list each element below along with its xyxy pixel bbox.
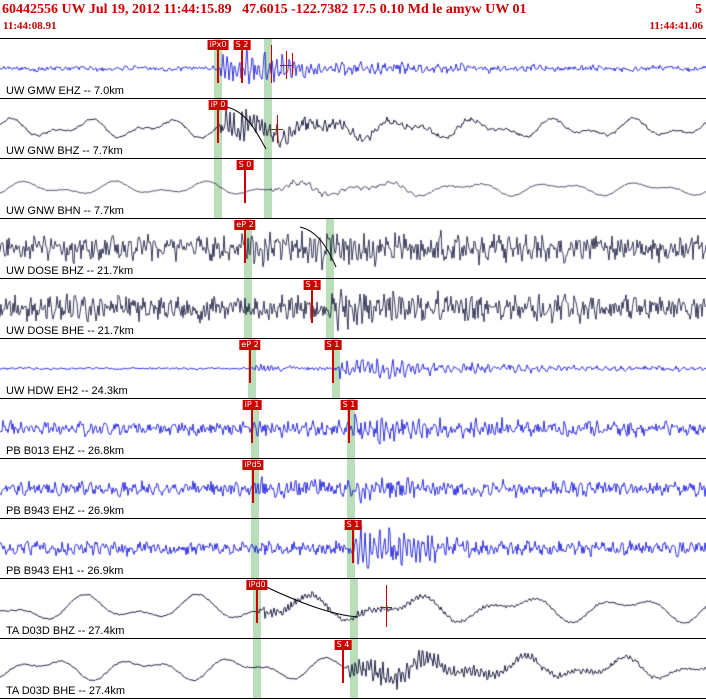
coda-duration-crossbar <box>271 129 283 130</box>
pick-flag[interactable]: S 4 <box>334 640 352 650</box>
trace-label: UW DOSE BHZ -- 21.7km <box>6 265 134 277</box>
waveform-canvas[interactable] <box>0 39 706 98</box>
trace-label: PB B013 EHZ -- 26.8km <box>6 445 124 457</box>
waveform-canvas[interactable] <box>0 459 706 518</box>
time-window-row: 11:44:08.91 11:44:41.06 <box>0 20 706 36</box>
trace-label: UW HDW EH2 -- 24.3km <box>6 385 128 397</box>
pick-line <box>342 650 344 683</box>
trace-row: S 0 UW GNW BHN -- 7.7km <box>0 159 706 219</box>
trace-list: iPx0 S 2 UW GMW EHZ -- 7.0km iP 0 UW GNW BHZ… <box>0 38 706 699</box>
pick-flag[interactable]: eP 2 <box>239 340 261 350</box>
waveform-canvas[interactable] <box>0 159 706 218</box>
trace-row: iP 0 UW GNW BHZ -- 7.7km <box>0 99 706 159</box>
coda-duration-mark[interactable] <box>292 53 293 75</box>
event-summary: 60442556 UW Jul 19, 2012 11:44:15.89 47.… <box>2 2 527 17</box>
pick-flag[interactable]: iPd5 <box>242 460 264 470</box>
trace-page-count: 5 <box>695 2 702 17</box>
coda-duration-mark[interactable] <box>386 585 387 627</box>
trace-row: eP 2 S 1 UW HDW EH2 -- 24.3km <box>0 339 706 399</box>
trace-row: S 1 UW DOSE BHE -- 21.7km <box>0 279 706 339</box>
trace-label: UW GMW EHZ -- 7.0km <box>6 85 124 97</box>
pick-line <box>244 230 246 263</box>
pick-flag[interactable]: S 2 <box>233 40 251 50</box>
pick-line <box>244 170 246 203</box>
event-summary-row: 60442556 UW Jul 19, 2012 11:44:15.89 47.… <box>0 0 706 20</box>
pick-line <box>217 110 219 143</box>
pick-flag[interactable]: eP 2 <box>234 220 256 230</box>
trace-label: UW GNW BHZ -- 7.7km <box>6 145 123 157</box>
pick-flag[interactable]: iP 1 <box>242 400 262 410</box>
waveform-canvas[interactable] <box>0 339 706 398</box>
trace-label: TA D03D BHE -- 27.4km <box>6 685 125 697</box>
trace-row: iPd5 PB B943 EHZ -- 26.9km <box>0 459 706 519</box>
trace-label: UW GNW BHN -- 7.7km <box>6 205 124 217</box>
pick-flag[interactable]: S 1 <box>344 520 362 530</box>
pick-line <box>251 410 253 443</box>
waveform-canvas[interactable] <box>0 219 706 278</box>
pick-flag[interactable]: S 1 <box>324 340 342 350</box>
pick-flag[interactable]: iP 0 <box>208 100 228 110</box>
trace-label: TA D03D BHZ -- 27.4km <box>6 625 125 637</box>
trace-row: S 1 PB B943 EH1 -- 26.9km <box>0 519 706 579</box>
pick-flag[interactable]: iPx0 <box>207 40 229 50</box>
pick-line <box>241 50 243 83</box>
window-start-time: 11:44:08.91 <box>3 20 57 32</box>
pick-line <box>217 50 219 83</box>
coda-duration-crossbar <box>280 65 292 66</box>
pick-flag[interactable]: S 0 <box>236 160 254 170</box>
trace-row: eP 2 UW DOSE BHZ -- 21.7km <box>0 219 706 279</box>
pick-line <box>332 350 334 383</box>
pick-line <box>348 410 350 443</box>
window-end-time: 11:44:41.06 <box>649 20 703 32</box>
event-header: 60442556 UW Jul 19, 2012 11:44:15.89 47.… <box>0 0 706 38</box>
trace-row: S 4 TA D03D BHE -- 27.4km <box>0 639 706 699</box>
coda-duration-mark[interactable] <box>271 45 272 83</box>
pick-line <box>252 470 254 503</box>
trace-label: PB B943 EHZ -- 26.9km <box>6 505 124 517</box>
pick-line <box>352 530 354 563</box>
waveform-canvas[interactable] <box>0 639 706 698</box>
trace-row: iP 1 S 1 PB B013 EHZ -- 26.8km <box>0 399 706 459</box>
waveform-canvas[interactable] <box>0 279 706 338</box>
trace-label: UW DOSE BHE -- 21.7km <box>6 325 134 337</box>
pick-line <box>249 350 251 383</box>
pick-flag[interactable]: iPd0 <box>246 580 268 590</box>
trace-row: iPx0 S 2 UW GMW EHZ -- 7.0km <box>0 39 706 99</box>
pick-line <box>256 590 258 623</box>
coda-duration-crossbar <box>380 607 392 608</box>
trace-label: PB B943 EH1 -- 26.9km <box>6 565 124 577</box>
waveform-canvas[interactable] <box>0 99 706 158</box>
pick-flag[interactable]: S 1 <box>303 280 321 290</box>
pick-flag[interactable]: S 1 <box>340 400 358 410</box>
pick-line <box>311 290 313 323</box>
trace-row: iPd0 TA D03D BHZ -- 27.4km <box>0 579 706 639</box>
